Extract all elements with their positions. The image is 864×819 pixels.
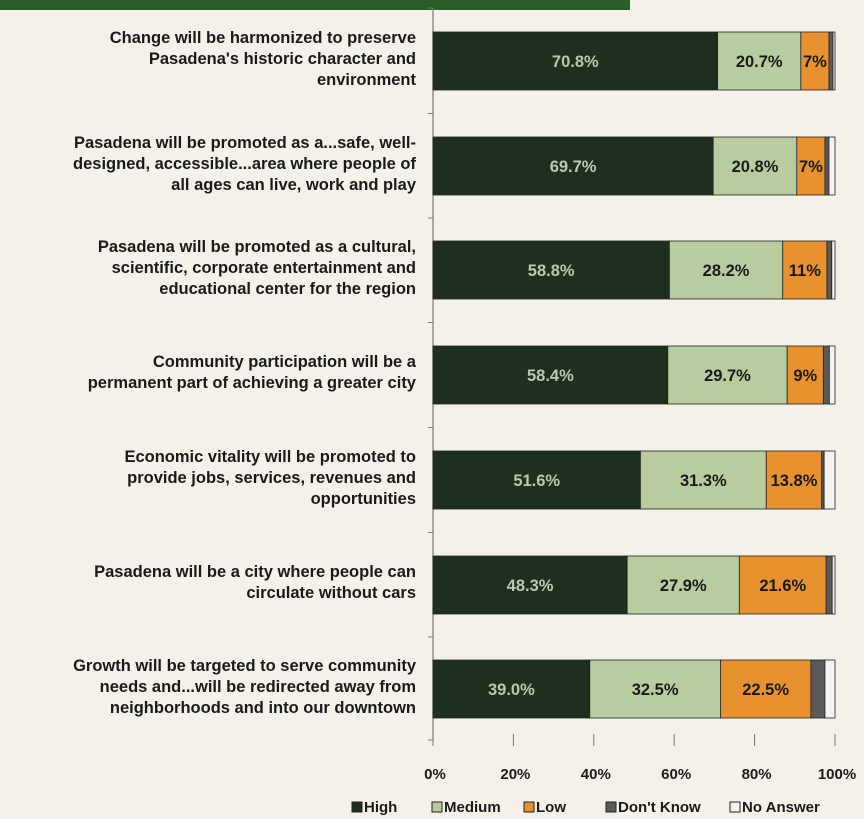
bar-low-4: [786, 345, 824, 405]
legend-label: Don't Know: [618, 799, 701, 816]
category-label-line: environment: [316, 70, 416, 89]
category-label-line: Growth will be targeted to serve communi…: [73, 656, 416, 675]
data-label: 58.8%: [528, 262, 575, 280]
legend-swatch-medium: [431, 801, 443, 813]
data-label: 32.5%: [632, 681, 679, 699]
legend-label: No Answer: [742, 799, 820, 816]
bar-low-1: [800, 31, 830, 91]
x-tick-label: 60%: [661, 766, 691, 783]
bar-low-5: [765, 450, 823, 510]
bar-don-t-know-7: [810, 659, 826, 719]
bar-medium-4: [667, 345, 788, 405]
bar-no-answer-2: [828, 136, 836, 196]
data-label: 13.8%: [771, 472, 818, 490]
data-label: 11%: [789, 262, 821, 280]
legend-label: Medium: [444, 799, 501, 816]
bar-don-t-know-2: [824, 136, 830, 196]
legend-label: High: [364, 799, 397, 816]
data-label: 70.8%: [552, 53, 599, 71]
category-label-line: Pasadena's historic character and: [148, 49, 416, 68]
category-label-line: Economic vitality will be promoted to: [124, 447, 416, 466]
category-label-line: Pasadena will be a city where people can: [94, 563, 416, 581]
bar-medium-1: [717, 31, 802, 91]
category-label-line: provide jobs, services, revenues and: [127, 468, 416, 487]
category-label-line: scientific, corporate entertainment and: [111, 258, 416, 277]
category-label-line: Change will be harmonized to preserve: [109, 28, 416, 47]
data-label: 28.2%: [703, 262, 750, 280]
bar-low-7: [720, 659, 812, 719]
data-label: 58.4%: [527, 367, 574, 385]
bar-don-t-know-4: [822, 345, 830, 405]
bar-medium-3: [668, 240, 784, 300]
data-label: 22.5%: [742, 681, 789, 699]
bar-high-1: [432, 31, 719, 91]
category-label-line: designed, accessible...area where people…: [73, 154, 416, 173]
category-label-line: needs and...will be redirected away from: [99, 677, 416, 696]
legend-label: Low: [536, 799, 566, 816]
category-label-line: opportunities: [310, 489, 416, 508]
category-label-line: educational center for the region: [159, 279, 416, 298]
bar-high-5: [432, 450, 641, 510]
data-label: 21.6%: [759, 577, 806, 595]
category-label-line: all ages can live, work and play: [171, 175, 416, 194]
category-label: Growth will be targeted to serve communi…: [0, 656, 416, 719]
data-label: 51.6%: [513, 472, 560, 490]
category-label-line: neighborhoods and into our downtown: [109, 698, 416, 717]
category-label: Community participation will be a permane…: [0, 352, 416, 394]
data-label: 20.8%: [732, 158, 779, 176]
bar-no-answer-3: [831, 240, 836, 300]
data-label: 20.7%: [736, 53, 783, 71]
category-label: Economic vitality will be promoted to pro…: [0, 447, 416, 510]
category-label-line: Community participation will be a: [152, 353, 416, 371]
bar-no-answer-6: [831, 555, 836, 615]
data-label: 48.3%: [507, 577, 554, 595]
data-label: 9%: [793, 367, 817, 385]
bar-medium-2: [712, 136, 798, 196]
bar-no-answer-1: [832, 31, 836, 91]
bar-low-3: [782, 240, 828, 300]
bar-low-2: [796, 136, 826, 196]
legend-swatch-high: [351, 801, 363, 813]
header-accent-bar: [0, 0, 630, 10]
bar-high-3: [432, 240, 670, 300]
x-tick-label: 80%: [742, 766, 772, 783]
bar-medium-7: [589, 659, 721, 719]
category-label-line: permanent part of achieving a greater ci…: [87, 374, 416, 392]
bar-medium-6: [626, 555, 740, 615]
bar-high-2: [432, 136, 714, 196]
data-label: 29.7%: [704, 367, 751, 385]
data-label: 7%: [799, 158, 823, 176]
bar-medium-5: [640, 450, 767, 510]
legend-swatch-no-answer: [729, 801, 741, 813]
category-label: Pasadena will be promoted as a...safe, w…: [0, 133, 416, 196]
x-tick-label: 20%: [500, 766, 530, 783]
x-tick-label: 40%: [581, 766, 611, 783]
bar-no-answer-5: [823, 450, 836, 510]
category-label-line: Pasadena will be promoted as a...safe, w…: [73, 133, 416, 152]
bar-high-6: [432, 555, 628, 615]
bar-high-7: [432, 659, 591, 719]
category-label: Change will be harmonized to preserve Pas…: [0, 28, 416, 91]
bar-no-answer-7: [824, 659, 836, 719]
category-label: Pasadena will be promoted as a cultural,…: [0, 237, 416, 300]
data-label: 7%: [803, 53, 827, 71]
data-label: 69.7%: [550, 158, 597, 176]
data-label: 31.3%: [680, 472, 727, 490]
bar-low-6: [738, 555, 827, 615]
category-label: Pasadena will be a city where people can…: [0, 562, 416, 604]
data-label: 39.0%: [488, 681, 535, 699]
category-label-line: circulate without cars: [246, 584, 416, 602]
legend-swatch-don-t-know: [605, 801, 617, 813]
bar-no-answer-4: [828, 345, 836, 405]
category-label-line: Pasadena will be promoted as a cultural,: [97, 237, 416, 256]
data-label: 27.9%: [660, 577, 707, 595]
bar-don-t-know-3: [826, 240, 833, 300]
legend-swatch-low: [523, 801, 535, 813]
x-tick-label: 0%: [424, 766, 446, 783]
bar-don-t-know-1: [828, 31, 834, 91]
x-tick-label: 100%: [818, 766, 856, 783]
bar-don-t-know-6: [825, 555, 833, 615]
